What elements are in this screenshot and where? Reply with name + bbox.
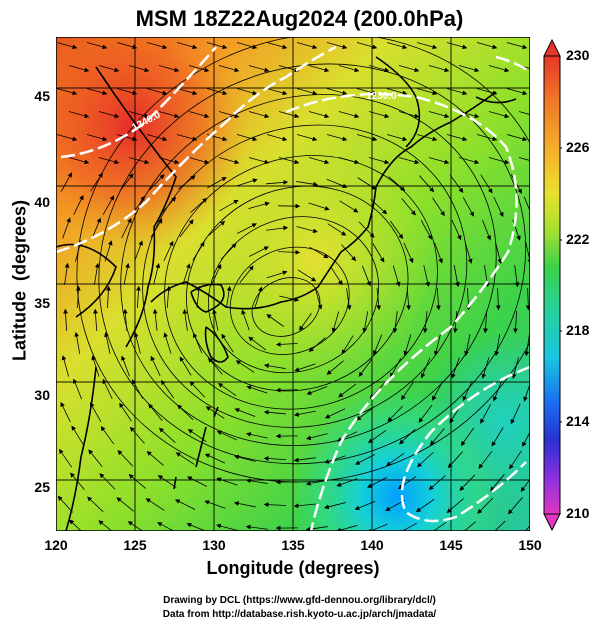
colorbar-tick-label: 230 (566, 47, 590, 63)
x-tick-label: 150 (518, 537, 542, 553)
y-tick-label: 30 (34, 387, 50, 403)
contour-label: 1230.0 (366, 91, 397, 102)
page-title: MSM 18Z22Aug2024 (200.0hPa) (135, 6, 464, 31)
map-plot: 1240.0 1230.0 (56, 37, 530, 531)
grid-lines (56, 37, 530, 531)
y-tick-label: 40 (34, 194, 50, 210)
colorbar (543, 38, 562, 532)
y-tick-label: 35 (34, 295, 50, 311)
x-tick-label: 120 (44, 537, 68, 553)
contour-lines (56, 45, 530, 531)
x-tick-label: 145 (439, 537, 463, 553)
colorbar-tick-label: 210 (566, 505, 590, 521)
coastlines (56, 56, 517, 531)
x-tick-label: 125 (123, 537, 147, 553)
x-tick-label: 135 (281, 537, 305, 553)
x-tick-label: 140 (360, 537, 384, 553)
colorbar-tick-label: 218 (566, 322, 590, 338)
wind-streamlines (56, 37, 530, 531)
y-tick-label: 45 (34, 88, 50, 104)
colorbar-tick-label: 226 (566, 139, 590, 155)
x-tick-label: 130 (202, 537, 226, 553)
credit-line-data: Data from http://database.rish.kyoto-u.a… (162, 609, 437, 620)
colorbar-bottom-arrow (543, 513, 561, 532)
colorbar-top-arrow (543, 38, 561, 57)
map-panel: 1240.0 1230.0 (56, 37, 530, 531)
y-axis-label: Latitude (degrees) (9, 199, 30, 362)
y-tick-label: 25 (34, 479, 50, 495)
x-axis-label: Longitude (degrees) (206, 558, 380, 578)
credit-line-drawing: Drawing by DCL (https://www.gfd-dennou.o… (163, 595, 436, 606)
colorbar-tick-label: 214 (566, 413, 590, 429)
colorbar-tick-label: 222 (566, 231, 590, 247)
